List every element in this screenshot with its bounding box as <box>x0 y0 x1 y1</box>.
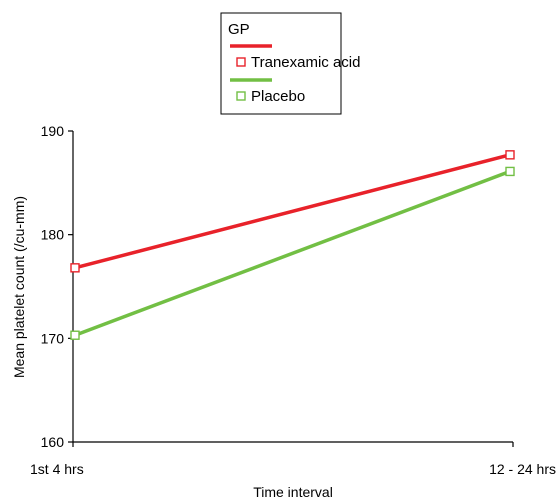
y-tick-label: 170 <box>41 330 65 346</box>
legend-marker-tranexamic-acid <box>236 57 246 67</box>
y-axis-title: Mean platelet count (/cu-mm) <box>11 196 27 378</box>
legend: GP Tranexamic acid Placebo <box>220 12 360 115</box>
point-placebo-12-24-hrs <box>505 166 515 177</box>
series-line-placebo <box>74 169 511 337</box>
x-axis-title: Time interval <box>253 484 333 500</box>
series-line-tranexamic-acid <box>74 153 511 270</box>
y-tick-label: 180 <box>41 227 65 243</box>
y-tick-label: 160 <box>41 434 65 450</box>
point-placebo-1st-4-hrs <box>70 330 80 340</box>
y-tick-label: 190 <box>41 123 65 139</box>
x-tick-label-1st-4-hrs: 1st 4 hrs <box>30 461 84 477</box>
legend-marker-placebo <box>236 91 246 101</box>
point-tranexamic-acid-1st-4-hrs <box>70 263 80 273</box>
legend-label-tranexamic-acid: Tranexamic acid <box>251 54 360 71</box>
point-tranexamic-acid-12-24-hrs <box>505 150 515 160</box>
legend-title: GP <box>228 21 250 38</box>
legend-label-placebo: Placebo <box>251 88 305 105</box>
plot-area <box>70 150 515 340</box>
x-tick-label-12-24-hrs: 12 - 24 hrs <box>489 461 556 477</box>
axes: 160 170 180 190 1st 4 hrs 12 - 24 hrs <box>30 123 556 477</box>
